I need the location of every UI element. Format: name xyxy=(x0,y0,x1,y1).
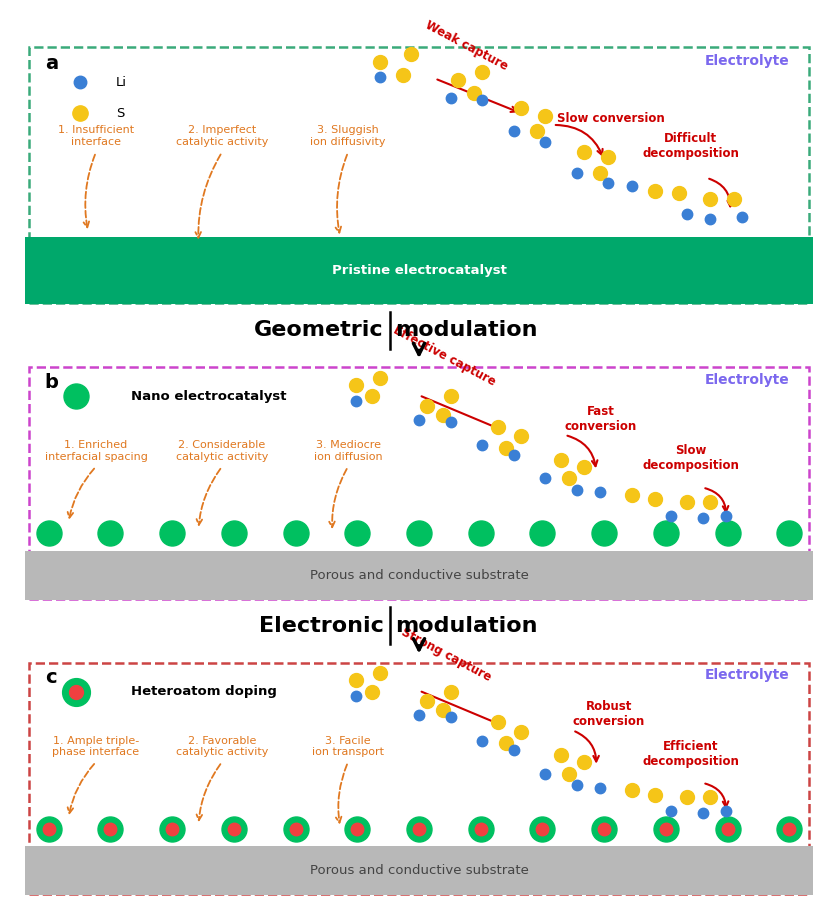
Text: Robust
conversion: Robust conversion xyxy=(572,700,645,728)
Text: 1. Ample triple-
phase interface: 1. Ample triple- phase interface xyxy=(53,736,140,757)
Text: 3. Mediocre
ion diffusion: 3. Mediocre ion diffusion xyxy=(313,440,382,462)
Text: 1. Insufficient
interface: 1. Insufficient interface xyxy=(58,125,134,147)
Text: Electronic: Electronic xyxy=(259,616,384,636)
Text: Electrolyte: Electrolyte xyxy=(705,669,789,682)
Text: a: a xyxy=(45,54,58,73)
Text: 2. Imperfect
catalytic activity: 2. Imperfect catalytic activity xyxy=(176,125,268,147)
Text: Heteroatom doping: Heteroatom doping xyxy=(132,685,277,699)
Text: Li: Li xyxy=(116,76,127,89)
Text: Electrolyte: Electrolyte xyxy=(705,373,789,387)
Text: Pristine electrocatalyst: Pristine electrocatalyst xyxy=(332,265,506,277)
Text: Geometric: Geometric xyxy=(254,321,384,341)
Text: Electrolyte: Electrolyte xyxy=(705,54,789,68)
Text: modulation: modulation xyxy=(396,321,538,341)
Text: b: b xyxy=(45,373,59,392)
Bar xyxy=(25,237,813,304)
Text: Difficult
decomposition: Difficult decomposition xyxy=(642,131,739,159)
Text: Nano electrocatalyst: Nano electrocatalyst xyxy=(132,390,287,403)
Text: Effective capture: Effective capture xyxy=(391,323,498,389)
Text: c: c xyxy=(45,669,56,688)
Text: Strong capture: Strong capture xyxy=(399,625,494,684)
Text: 3. Facile
ion transport: 3. Facile ion transport xyxy=(312,736,384,757)
Text: 2. Considerable
catalytic activity: 2. Considerable catalytic activity xyxy=(176,440,268,462)
Bar xyxy=(25,551,813,600)
Text: Fast
conversion: Fast conversion xyxy=(565,405,637,433)
Text: Porous and conductive substrate: Porous and conductive substrate xyxy=(309,864,529,877)
Text: 1. Enriched
interfacial spacing: 1. Enriched interfacial spacing xyxy=(44,440,147,462)
Text: Porous and conductive substrate: Porous and conductive substrate xyxy=(309,569,529,582)
Text: Slow
decomposition: Slow decomposition xyxy=(642,444,739,472)
Text: modulation: modulation xyxy=(396,616,538,636)
Text: Slow conversion: Slow conversion xyxy=(557,112,665,125)
Bar xyxy=(25,846,813,895)
Text: S: S xyxy=(116,107,124,120)
Text: Weak capture: Weak capture xyxy=(423,19,510,73)
Text: Efficient
decomposition: Efficient decomposition xyxy=(642,739,739,767)
Text: 2. Favorable
catalytic activity: 2. Favorable catalytic activity xyxy=(176,736,268,757)
Text: 3. Sluggish
ion diffusivity: 3. Sluggish ion diffusivity xyxy=(310,125,385,147)
